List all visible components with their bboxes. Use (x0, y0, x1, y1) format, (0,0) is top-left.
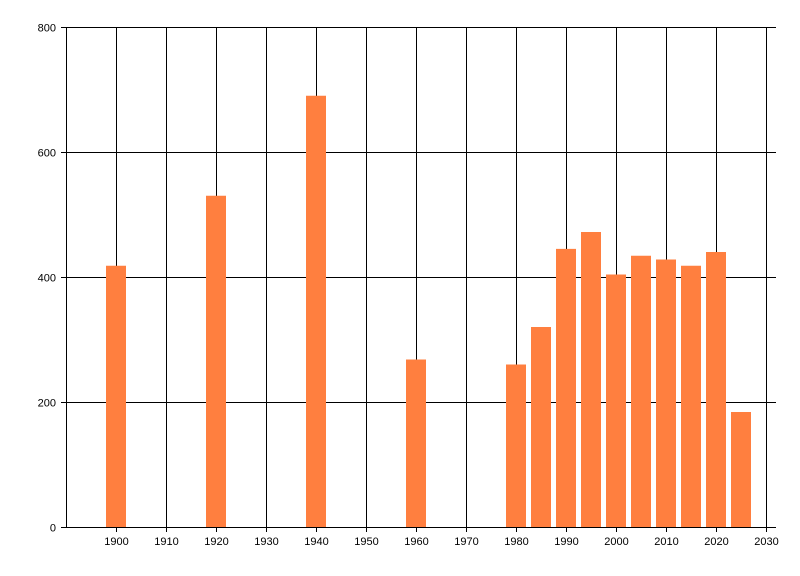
bar-1990 (556, 248, 576, 527)
bar-1900 (106, 265, 126, 527)
x-tick-label: 1920 (204, 536, 228, 548)
bar-1940 (306, 95, 326, 527)
x-tick-label: 1930 (254, 536, 278, 548)
bar-1960 (406, 359, 426, 527)
y-tick-label: 0 (50, 523, 56, 535)
x-tick-label: 1960 (404, 536, 428, 548)
bar-2005 (631, 255, 651, 527)
x-tick-label: 1900 (104, 536, 128, 548)
axes (61, 27, 776, 532)
x-tick-label: 2010 (654, 536, 678, 548)
y-tick-label: 400 (38, 273, 56, 285)
bar-1995 (581, 232, 601, 527)
x-tick-label: 1910 (154, 536, 178, 548)
x-tick-label: 2020 (704, 536, 728, 548)
y-tick-label: 800 (38, 23, 56, 35)
tick-labels: 0 200 400 600 800 1900 1910 1920 1930 1940 1950 196… (38, 23, 779, 549)
x-tick-label: 1950 (354, 536, 378, 548)
y-tick-label: 600 (38, 148, 56, 160)
bar-2000 (606, 274, 626, 527)
bar-2010 (656, 259, 676, 527)
bars (106, 95, 751, 527)
bar-2025 (731, 412, 751, 527)
bar-2020 (706, 252, 726, 527)
x-tick-label: 2030 (754, 536, 778, 548)
bar-1920 (206, 195, 226, 527)
x-tick-label: 1970 (454, 536, 478, 548)
bar-2015 (681, 265, 701, 527)
x-tick-label: 2000 (604, 536, 628, 548)
x-tick-label: 1980 (504, 536, 528, 548)
y-tick-label: 200 (38, 398, 56, 410)
bar-1985 (531, 327, 551, 527)
bar-1980 (506, 364, 526, 527)
x-tick-label: 1990 (554, 536, 578, 548)
x-tick-label: 1940 (304, 536, 328, 548)
